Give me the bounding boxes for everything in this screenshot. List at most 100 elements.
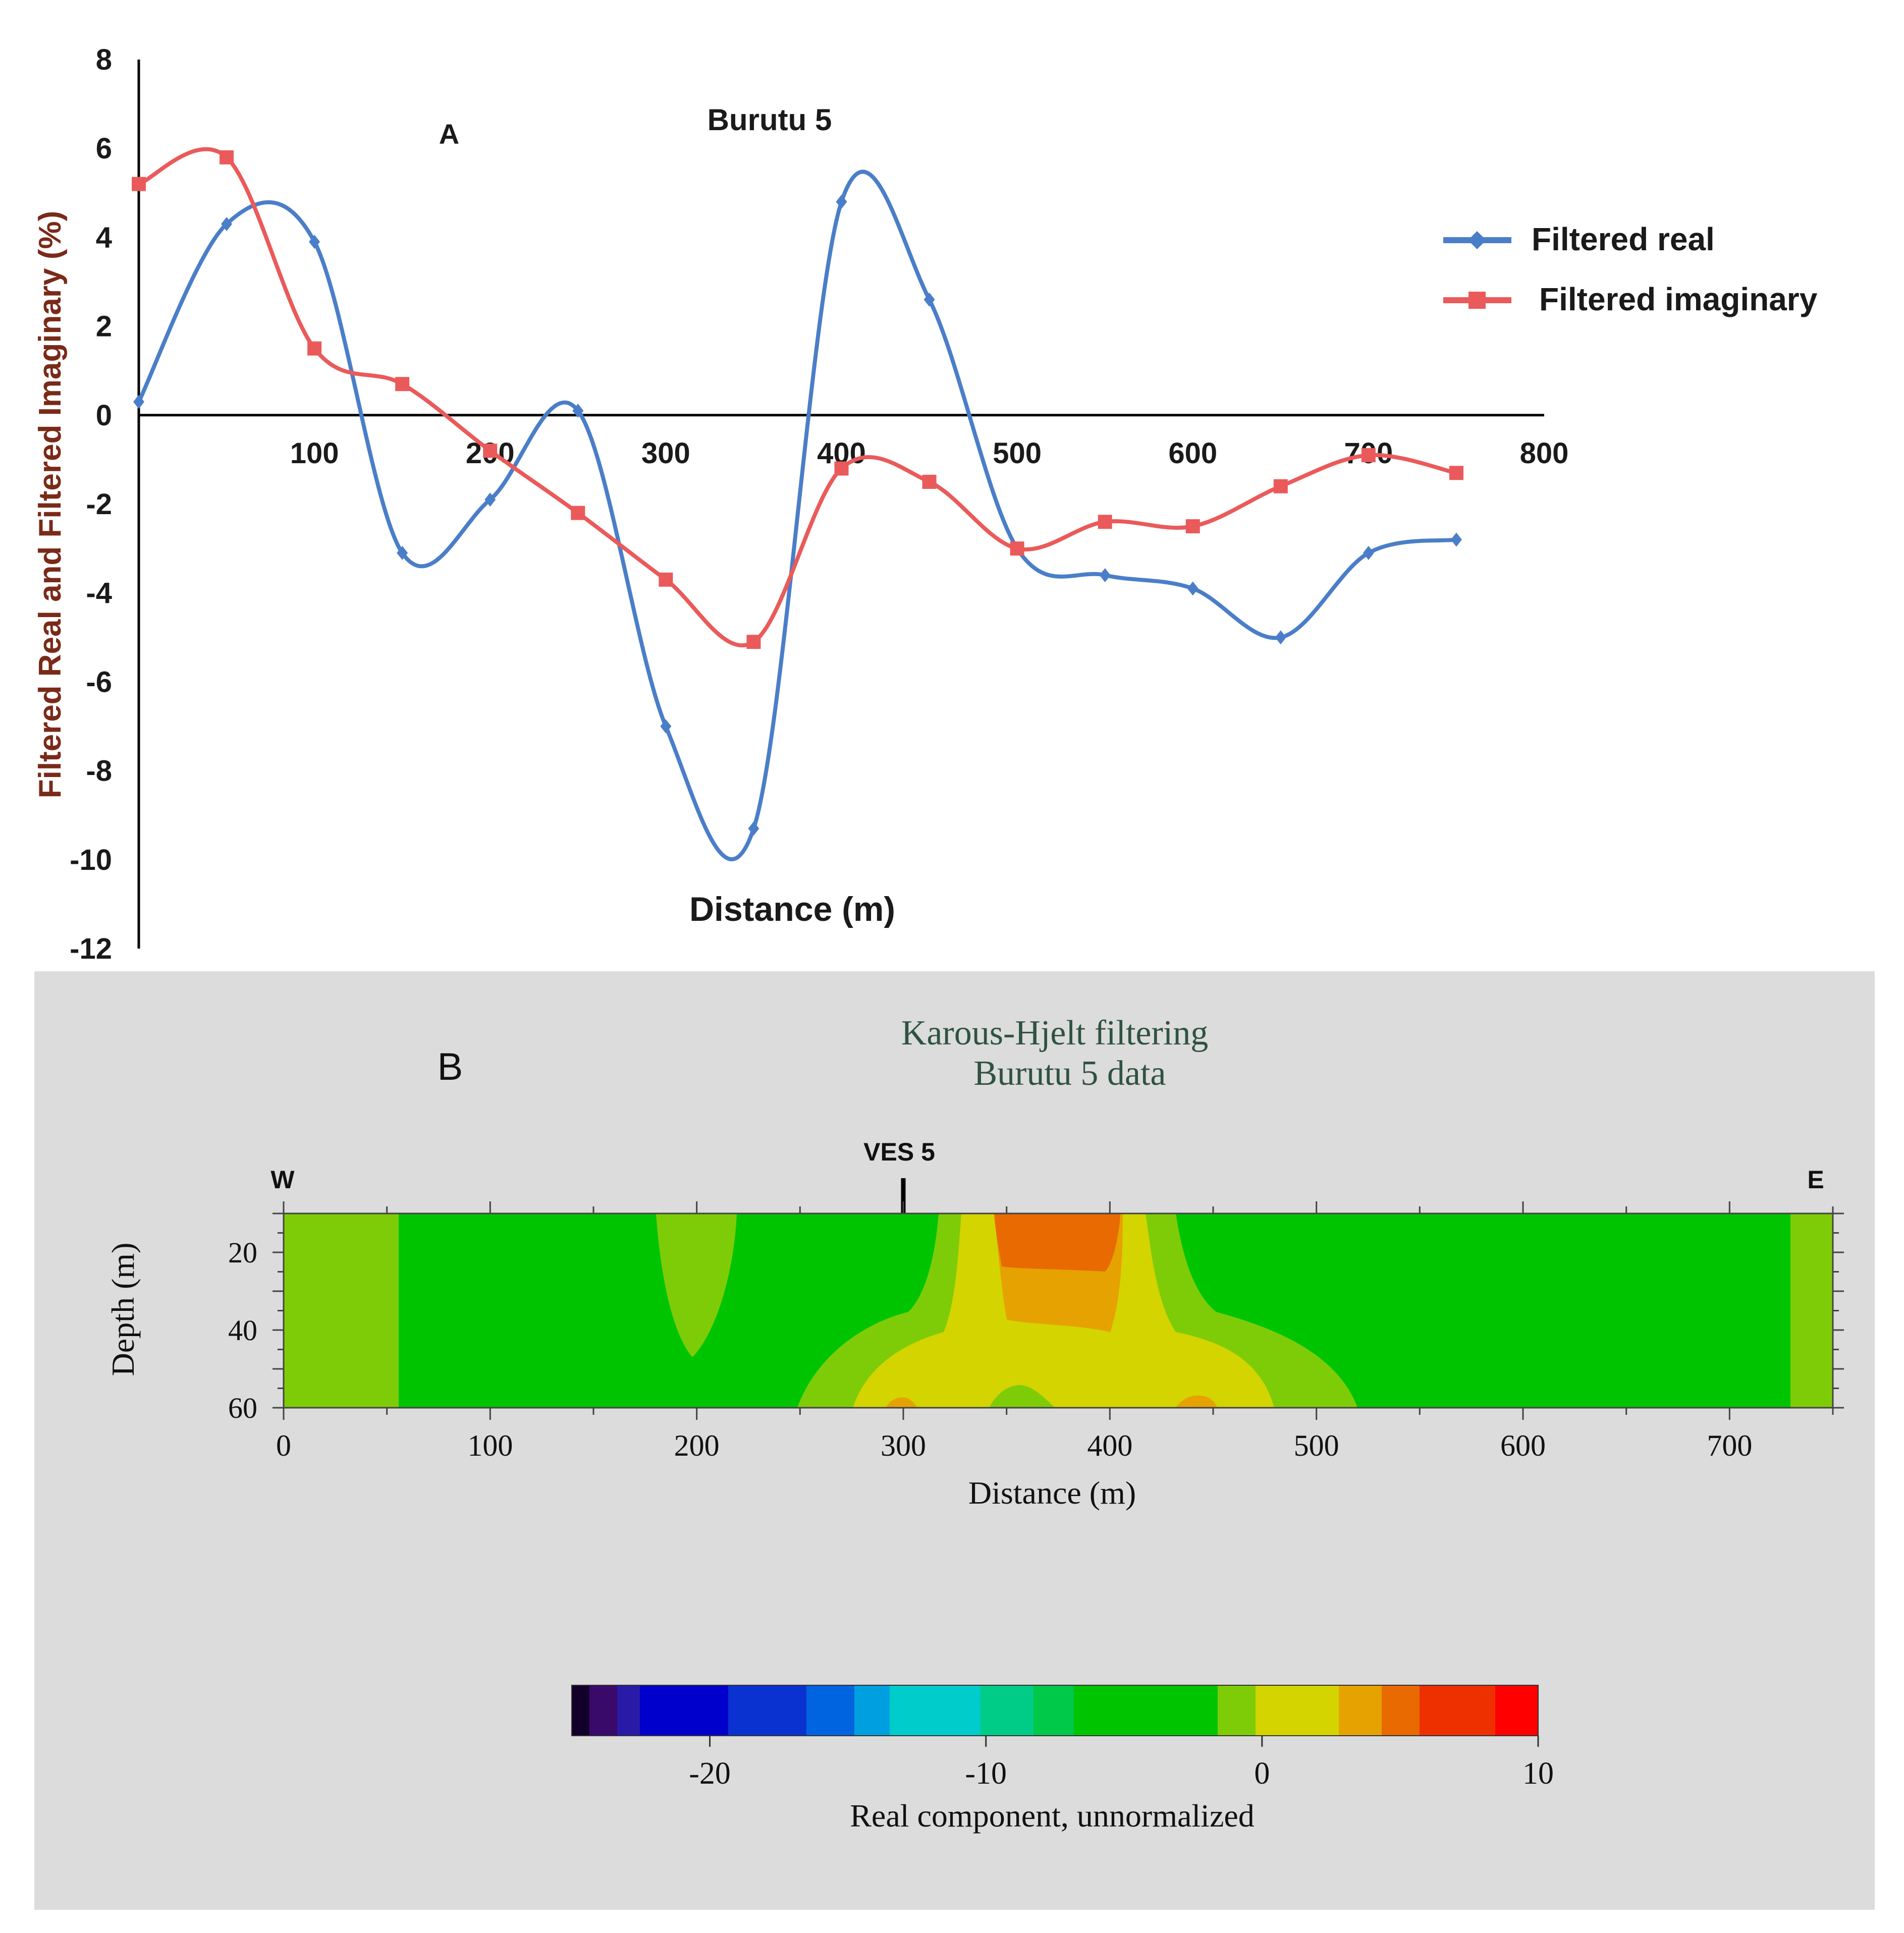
heat-spot-green (989, 1385, 1055, 1408)
cb-seg (572, 1685, 589, 1736)
panel-b-x-tick-label: 600 (1500, 1429, 1546, 1462)
panel-a-axes (137, 60, 1544, 949)
heatmap-field (283, 1212, 1834, 1409)
cb-seg (854, 1685, 890, 1736)
data-point-filtered-real (1450, 532, 1462, 547)
series-line-filtered-real (137, 170, 1457, 861)
heat-band-west-edge (284, 1213, 399, 1408)
data-point-filtered-imaginary (659, 572, 673, 587)
cb-seg (1339, 1685, 1382, 1736)
data-point-filtered-real (660, 719, 672, 734)
legend-real-label: Filtered real (1532, 221, 1715, 257)
data-point-filtered-imaginary (922, 474, 937, 489)
panel-a-y-tick-label: -2 (86, 488, 112, 521)
cb-seg (1382, 1685, 1420, 1736)
panel-a-x-tick-label: 600 (1168, 437, 1217, 470)
colorbar-tick-label: -20 (689, 1756, 731, 1791)
data-point-filtered-real (484, 492, 496, 507)
panel-b-y-axis-title: Depth (m) (105, 1243, 141, 1376)
heat-spot-orange-right (1176, 1395, 1217, 1408)
colorbar-label: Real component, unnormalized (850, 1798, 1255, 1834)
panel-b-x-tick-label: 0 (276, 1429, 291, 1462)
panel-a-x-axis-title: Distance (m) (689, 890, 895, 928)
cb-seg (1420, 1685, 1495, 1736)
data-point-filtered-real (397, 545, 408, 560)
data-point-filtered-real (1363, 545, 1374, 560)
heat-spot-orange-left (886, 1397, 917, 1408)
cb-seg (981, 1685, 1033, 1736)
data-point-filtered-real (1187, 581, 1199, 596)
cb-seg (640, 1685, 728, 1736)
data-point-filtered-real (309, 235, 320, 249)
ves-marker-label: VES 5 (863, 1138, 935, 1166)
data-point-filtered-real (1099, 568, 1111, 582)
data-point-filtered-real (221, 216, 233, 231)
panel-a-x-ticks: 100200300400500600700800 (290, 437, 1569, 470)
panel-a-y-ticks: 8 6 4 2 0 -2 -4 -6 -8 -10 -12 (70, 43, 112, 965)
panel-b-x-tick-label: 500 (1294, 1429, 1339, 1462)
panel-b-title-line1: Karous-Hjelt filtering (901, 1014, 1208, 1053)
east-label: E (1807, 1166, 1824, 1194)
legend-imaginary-marker (1468, 292, 1486, 309)
panel-b-y-tick-label: 40 (228, 1314, 257, 1347)
panel-b-background (34, 971, 1875, 1910)
panel-b-x-tick-label: 700 (1707, 1429, 1752, 1462)
data-point-filtered-real (748, 821, 759, 836)
panel-b-x-tick-label: 100 (467, 1429, 513, 1462)
cb-seg (617, 1685, 640, 1736)
heat-band-east-edge (1790, 1213, 1833, 1408)
panel-b-y-tick-label: 60 (228, 1392, 257, 1424)
panel-a-x-tick-label: 800 (1520, 437, 1569, 470)
data-point-filtered-imaginary (395, 377, 410, 392)
panel-a-y-tick-label: 6 (96, 132, 112, 165)
panel-b-label: B (438, 1045, 463, 1088)
data-point-filtered-real (133, 395, 144, 409)
colorbar-ticks: -20 -10 0 10 (689, 1736, 1554, 1791)
heat-band-dark-orange (994, 1213, 1120, 1272)
panel-b-x-tick-label: 400 (1087, 1429, 1132, 1462)
data-point-filtered-real (572, 403, 584, 418)
data-point-filtered-imaginary (307, 341, 322, 356)
panel-b-x-ticks: 0 100 200 300 400 500 600 700 (276, 1201, 1834, 1462)
cb-seg (1033, 1685, 1074, 1736)
panel-a-y-tick-label: -6 (86, 666, 112, 698)
panel-b-heatmap: B Karous-Hjelt filtering Burutu 5 data W… (34, 971, 1875, 1910)
panel-a-y-axis-title: Filtered Real and Filtered Imaginary (%) (33, 211, 68, 799)
data-point-filtered-imaginary (1449, 466, 1463, 480)
panel-a-series (132, 147, 1463, 861)
data-point-filtered-imaginary (1361, 448, 1376, 463)
panel-a-x-tick-label: 300 (641, 437, 690, 470)
data-point-filtered-imaginary (571, 506, 585, 520)
cb-seg (728, 1685, 806, 1736)
colorbar (571, 1685, 1539, 1736)
legend-real-marker (1468, 231, 1486, 249)
data-point-filtered-imaginary (483, 444, 498, 458)
panel-b-y-tick-label: 20 (228, 1236, 257, 1269)
colorbar-tick-label: -10 (965, 1756, 1007, 1791)
colorbar-tick-label: 10 (1522, 1756, 1554, 1791)
panel-a-label: A (439, 118, 459, 150)
data-point-filtered-imaginary (1273, 479, 1288, 493)
cb-seg (589, 1685, 617, 1736)
colorbar-frame (571, 1685, 1539, 1736)
cb-seg (1218, 1685, 1256, 1736)
data-point-filtered-imaginary (1098, 515, 1112, 529)
panel-a-y-tick-label: 8 (96, 43, 112, 76)
cb-seg (806, 1685, 854, 1736)
panel-a-y-tick-label: 2 (96, 310, 112, 343)
data-point-filtered-imaginary (132, 177, 146, 191)
data-point-filtered-real (1275, 630, 1286, 645)
data-point-filtered-imaginary (834, 461, 849, 476)
cb-seg (1074, 1685, 1218, 1736)
panel-a-y-tick-label: -4 (86, 577, 112, 610)
cb-seg (1256, 1685, 1339, 1736)
data-point-filtered-real (836, 194, 847, 209)
panel-a-x-tick-label: 100 (290, 437, 339, 470)
panel-a-y-tick-label: -8 (86, 755, 112, 788)
panel-a-title: Burutu 5 (708, 103, 832, 137)
panel-a-y-tick-label: -12 (70, 932, 112, 965)
west-label: W (270, 1166, 295, 1194)
cb-seg (890, 1685, 981, 1736)
